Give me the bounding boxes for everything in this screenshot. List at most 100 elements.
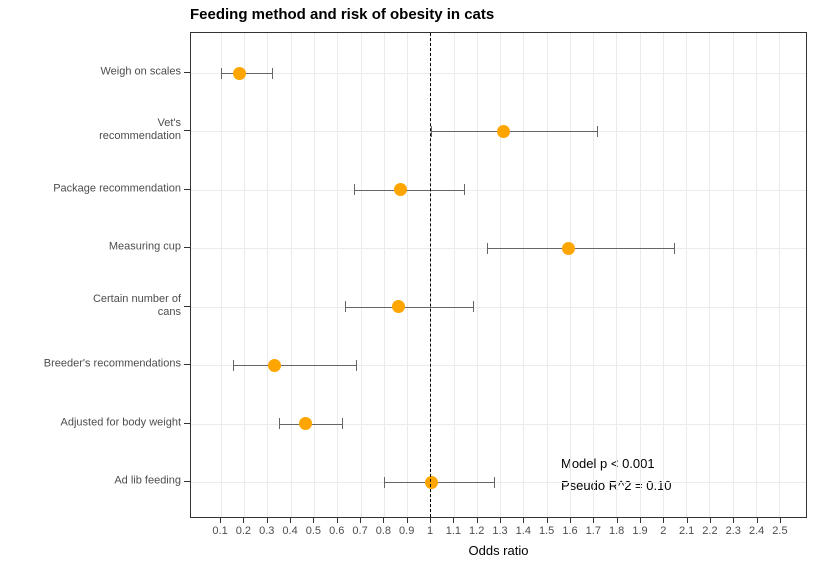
x-gridline — [732, 33, 734, 517]
x-tick-mark — [290, 518, 292, 523]
x-tick-label: 0.6 — [329, 525, 345, 537]
x-gridline — [755, 33, 757, 517]
x-gridline — [523, 33, 525, 517]
ci-upper-cap — [596, 125, 598, 137]
odds-ratio-point — [562, 241, 576, 255]
y-category-label-line: Measuring cup — [108, 240, 181, 253]
x-tick-mark — [733, 518, 735, 523]
y-category-label: Vet's recommendation — [99, 117, 181, 143]
x-tick-label: 1.5 — [539, 525, 555, 537]
y-gridline — [191, 423, 806, 425]
plot-panel: Model p < 0.001 Pseudo R^2 = 0.10 — [190, 32, 807, 518]
y-category-label-line: Certain number of — [92, 292, 181, 305]
x-tick-label: 0.7 — [352, 525, 368, 537]
ci-upper-cap — [463, 184, 465, 196]
confidence-interval-bar — [232, 365, 357, 367]
y-gridline — [191, 189, 806, 191]
y-category-label: Certain number of cans — [93, 293, 181, 319]
x-tick-label: 1.8 — [608, 525, 625, 537]
x-gridline — [639, 33, 641, 517]
x-gridline — [616, 33, 618, 517]
x-tick-label: 2.2 — [702, 525, 718, 537]
ci-lower-cap — [232, 359, 234, 371]
x-tick-mark — [243, 518, 245, 523]
y-category-label: Ad lib feeding — [114, 475, 181, 488]
y-tick-mark — [184, 364, 190, 366]
x-tick-mark — [523, 518, 525, 523]
y-tick-mark — [184, 72, 190, 73]
x-gridline — [779, 33, 781, 517]
chart-title: Feeding method and risk of obesity in ca… — [190, 6, 495, 23]
x-tick-mark — [336, 518, 338, 523]
y-category-label-line: Breeder's recommendations — [43, 357, 181, 370]
x-tick-mark — [383, 518, 385, 523]
confidence-interval-bar — [344, 306, 474, 308]
x-tick-mark — [709, 518, 711, 523]
x-tick-label: 0.9 — [399, 525, 415, 537]
ci-upper-cap — [673, 242, 675, 254]
ci-lower-cap — [431, 125, 433, 137]
x-tick-mark — [569, 518, 571, 523]
ci-lower-cap — [344, 301, 346, 313]
x-gridline — [407, 33, 408, 517]
x-tick-mark — [639, 518, 641, 523]
x-tick-mark — [220, 518, 222, 523]
y-axis-labels: Weigh on scales Vet's recommendation Packag… — [0, 32, 181, 518]
confidence-interval-bar — [384, 482, 494, 483]
ci-upper-cap — [494, 476, 496, 488]
x-tick-label: 2.5 — [772, 525, 788, 537]
x-gridline — [220, 33, 222, 517]
y-category-label: Breeder's recommendations — [44, 358, 181, 371]
x-tick-mark — [616, 518, 618, 523]
x-tick-label: 1.1 — [445, 525, 462, 537]
x-gridline — [476, 33, 478, 517]
x-gridline — [569, 33, 571, 517]
x-gridline — [453, 33, 455, 517]
x-tick-label: 0.1 — [212, 525, 228, 537]
ci-lower-cap — [384, 476, 386, 488]
x-tick-mark — [266, 518, 268, 523]
x-tick-label: 0.3 — [259, 525, 275, 537]
y-category-label: Measuring cup — [109, 241, 181, 254]
x-tick-mark — [406, 518, 408, 523]
x-tick-mark — [546, 518, 548, 523]
x-gridline — [709, 33, 711, 517]
odds-ratio-point — [233, 66, 247, 80]
ci-upper-cap — [473, 301, 475, 313]
x-gridline — [662, 33, 664, 517]
y-category-label-line: Package recommendation — [53, 182, 181, 195]
x-tick-label: 2.3 — [725, 525, 741, 537]
x-tick-mark — [686, 518, 688, 523]
x-axis-title: Odds ratio — [468, 543, 529, 558]
x-tick-label: 0.2 — [235, 525, 252, 537]
y-tick-mark — [184, 247, 190, 249]
x-tick-label: 0.5 — [305, 525, 322, 537]
x-tick-label: 2.4 — [748, 525, 765, 537]
y-category-label: Adjusted for body weight — [61, 416, 181, 429]
x-gridline — [383, 33, 385, 517]
x-tick-mark — [500, 518, 502, 523]
y-gridline — [191, 365, 806, 367]
confidence-interval-bar — [487, 248, 674, 250]
x-tick-label: 0.4 — [282, 525, 298, 537]
y-gridline — [191, 306, 806, 308]
y-category-label: Weigh on scales — [100, 66, 181, 79]
x-tick-label: 1.3 — [492, 525, 508, 537]
odds-ratio-point — [268, 358, 282, 372]
x-tick-label: 1.4 — [515, 525, 531, 537]
x-tick-label: 0.8 — [375, 525, 392, 537]
x-tick-label: 1 — [426, 525, 434, 537]
ci-lower-cap — [354, 184, 356, 196]
ci-lower-cap — [221, 67, 223, 79]
x-tick-mark — [430, 518, 432, 523]
x-tick-label: 1.9 — [632, 525, 648, 537]
x-tick-mark — [779, 518, 781, 523]
x-gridline — [360, 33, 362, 517]
odds-ratio-point — [298, 417, 312, 431]
x-gridline — [686, 33, 688, 517]
x-tick-label: 1.6 — [562, 525, 578, 537]
x-tick-mark — [313, 518, 315, 523]
y-category-label-line: Vet's — [157, 117, 181, 130]
x-gridline — [593, 33, 595, 517]
x-tick-mark — [593, 518, 595, 523]
